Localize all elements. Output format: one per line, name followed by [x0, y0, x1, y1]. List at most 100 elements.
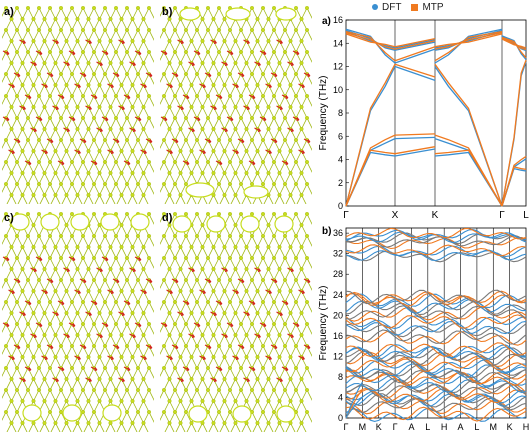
bond [290, 422, 296, 432]
atom [4, 93, 8, 98]
atom [249, 181, 254, 186]
atom [238, 115, 243, 120]
bond [224, 73, 231, 86]
atom [113, 50, 118, 55]
atom [146, 50, 151, 55]
bond [290, 301, 297, 314]
atom [86, 245, 91, 250]
bond [77, 400, 84, 413]
atom [14, 159, 19, 164]
bond [55, 62, 62, 75]
atom [255, 148, 260, 153]
bond [143, 246, 150, 259]
bond [66, 367, 73, 380]
bond [268, 235, 275, 248]
bond [66, 422, 72, 432]
bond [44, 183, 51, 196]
atom [244, 126, 249, 131]
bond [126, 95, 133, 108]
atom [146, 256, 151, 261]
atom [178, 354, 183, 359]
atom [227, 137, 232, 142]
atom [233, 267, 238, 272]
bond [224, 378, 231, 391]
bond [88, 323, 95, 336]
chart-b-band [345, 345, 527, 361]
bond [251, 128, 258, 141]
atom [20, 82, 25, 87]
displacement-arrow [254, 127, 261, 133]
atom [277, 245, 282, 250]
displacement-arrow [68, 116, 76, 122]
displacement-arrow [35, 116, 43, 122]
atom [184, 28, 189, 33]
atom [162, 93, 166, 98]
bond [240, 117, 247, 130]
bond [279, 73, 286, 86]
displacement-arrow [101, 256, 109, 262]
bond [88, 7, 95, 20]
displacement-arrow [188, 333, 195, 339]
atom [86, 288, 91, 293]
bond [169, 128, 176, 141]
bond [175, 422, 181, 432]
atom [59, 387, 64, 392]
atom [244, 288, 249, 293]
bond [240, 18, 247, 31]
atom [200, 310, 205, 315]
displacement-arrow [248, 366, 256, 372]
atom [141, 310, 146, 315]
bond [38, 7, 45, 20]
atom [195, 137, 200, 142]
bond [185, 95, 192, 108]
bond [33, 279, 40, 292]
bond [251, 345, 258, 358]
displacement-arrow [177, 105, 184, 111]
bond [5, 246, 12, 259]
bond [196, 18, 203, 31]
atom [189, 148, 194, 153]
bond [49, 161, 56, 174]
bond [121, 411, 128, 424]
atom [195, 211, 200, 216]
atom [102, 137, 107, 142]
atom [184, 234, 189, 239]
atom [249, 28, 254, 33]
bond [235, 84, 242, 97]
displacement-arrow [63, 333, 70, 339]
bond [99, 378, 106, 391]
bond [180, 51, 187, 64]
bond [66, 356, 73, 369]
displacement-arrow [123, 160, 131, 166]
bond [296, 194, 302, 204]
bond [257, 235, 264, 248]
bond [229, 117, 236, 130]
atom [14, 5, 19, 10]
bond [22, 367, 29, 380]
bond [71, 29, 78, 42]
bond [44, 161, 51, 174]
bond [306, 411, 312, 423]
bond [180, 246, 187, 259]
bond [88, 161, 95, 174]
bond [191, 367, 198, 380]
atom [124, 5, 129, 10]
void [130, 213, 150, 231]
bond [66, 301, 73, 314]
atom [53, 398, 58, 403]
bond [11, 172, 18, 185]
bond [82, 411, 89, 424]
bond [99, 150, 106, 163]
bond [191, 18, 198, 31]
bond [306, 95, 312, 107]
bond [104, 40, 111, 53]
bond [49, 183, 56, 196]
bond [301, 84, 308, 97]
atom [42, 61, 47, 66]
bond [132, 389, 139, 402]
bond [279, 422, 285, 432]
bond [224, 150, 231, 163]
displacement-arrow [287, 333, 294, 339]
atom [233, 420, 238, 425]
bond [16, 356, 23, 369]
